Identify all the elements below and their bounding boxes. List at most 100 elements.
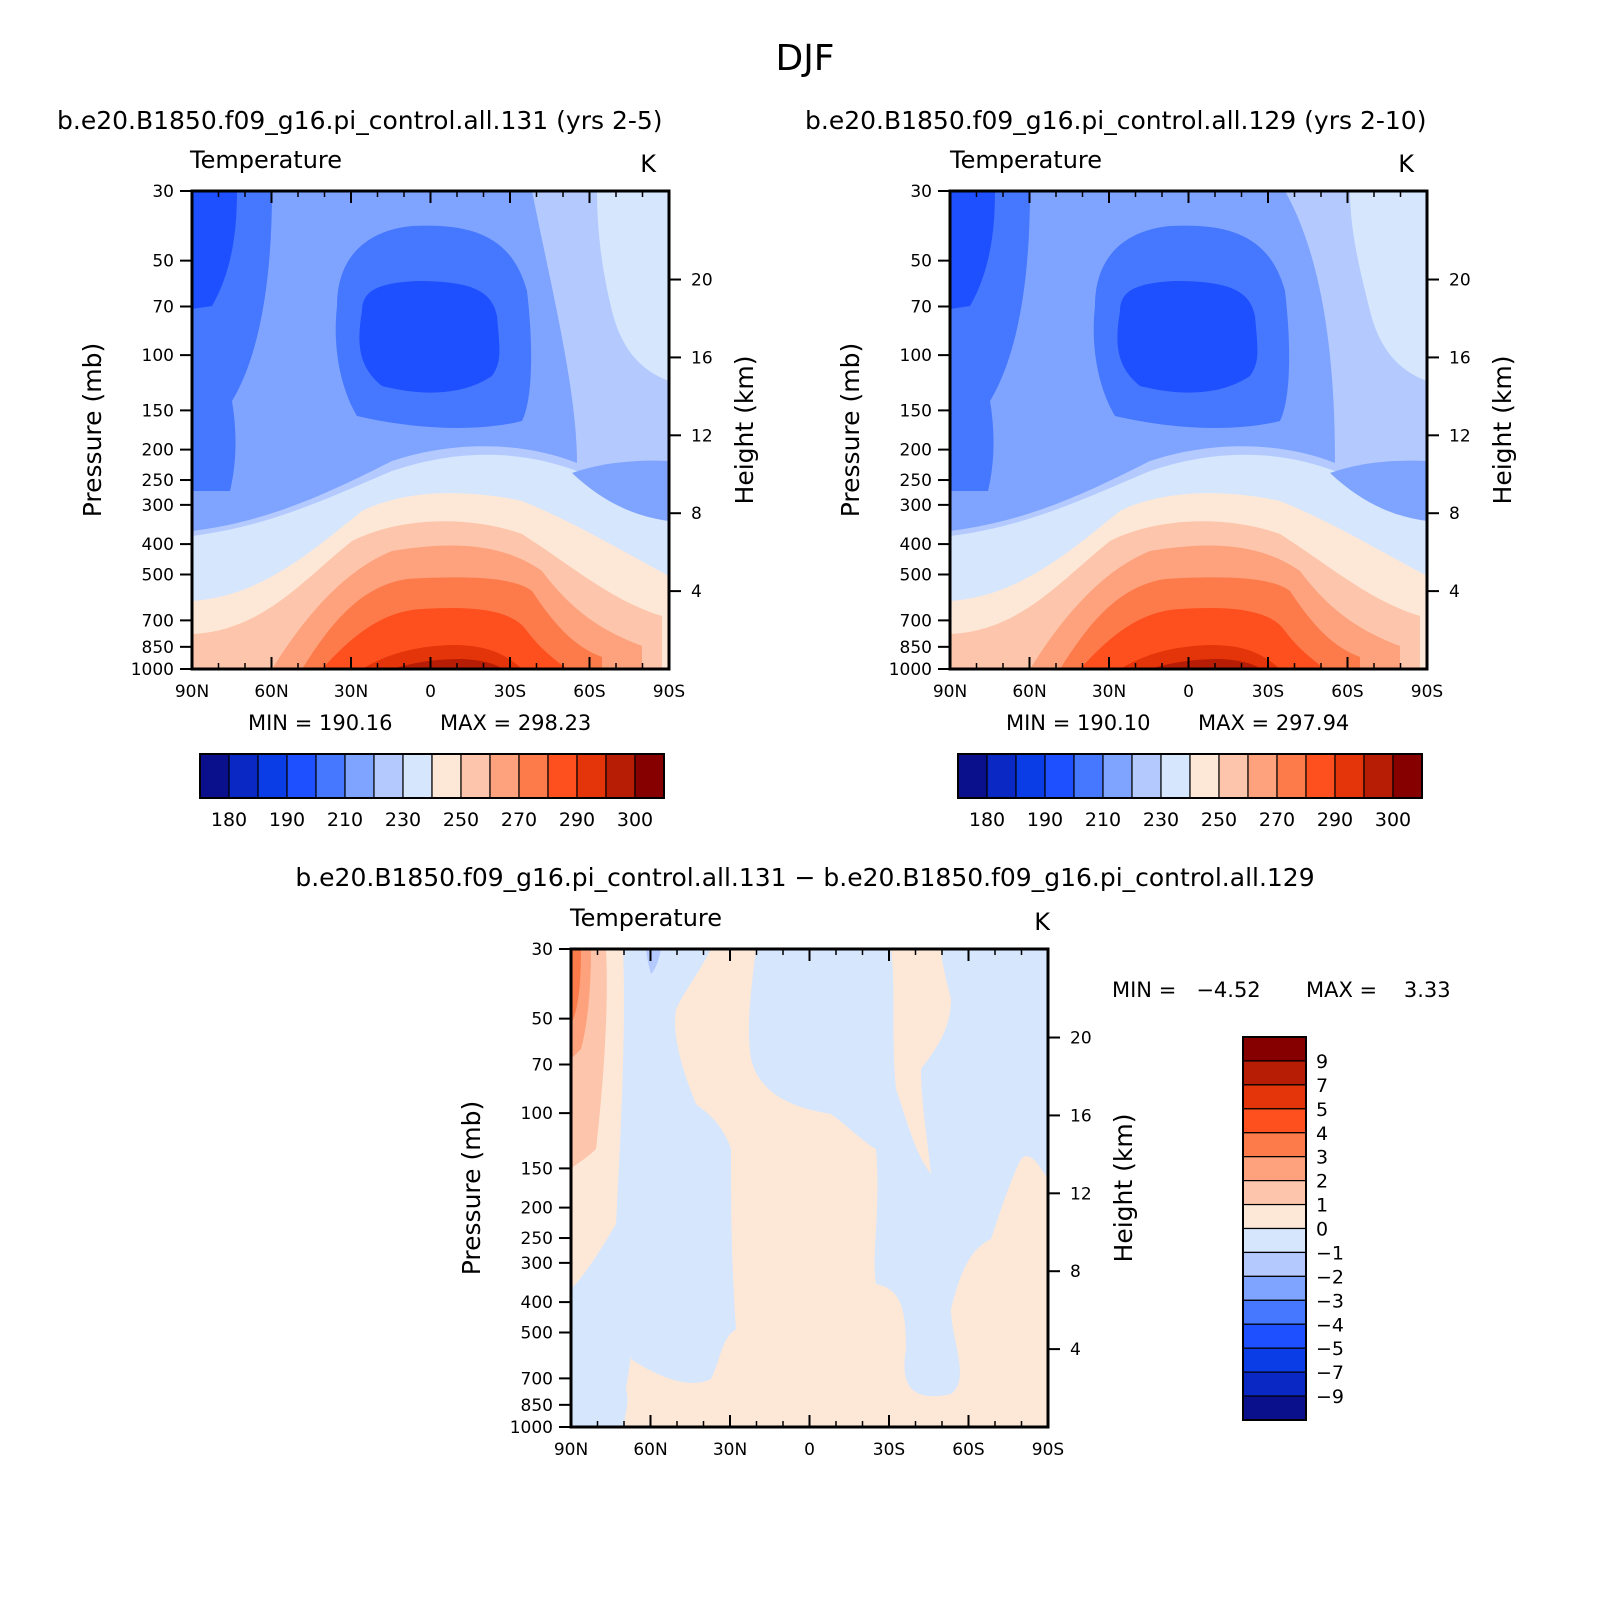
colorbar-swatch — [257, 753, 288, 799]
y-tick-label: 500 — [900, 566, 932, 586]
y-tick-label: 100 — [142, 346, 174, 366]
y-tick-label: 850 — [142, 638, 174, 658]
y-axis-label: Pressure (mb) — [457, 1101, 486, 1275]
variable-label: Temperature — [189, 146, 342, 174]
x-tick-label: 60S — [1331, 682, 1363, 702]
colorbar-swatch — [1242, 1036, 1307, 1062]
colorbar-swatch — [1242, 1060, 1307, 1086]
y-tick-label: 700 — [521, 1369, 553, 1389]
tick-marks: 90N 60N 30N 0 30S 60S 90S 30 50 70 100 150 200 250 300… — [510, 940, 1092, 1460]
level-band — [1350, 191, 1427, 381]
y-right-tick-label: 8 — [1070, 1262, 1081, 1282]
y-axis-label: Pressure (mb) — [836, 343, 865, 517]
colorbar-swatch — [547, 753, 578, 799]
level-band — [950, 191, 995, 309]
y-tick-label: 700 — [900, 611, 932, 631]
colorbar-swatch — [1242, 1203, 1307, 1230]
y-tick-label: 30 — [910, 182, 932, 202]
colorbar-label: 230 — [1143, 809, 1179, 831]
colorbar-swatch — [199, 753, 230, 799]
colorbar-swatch — [1276, 753, 1307, 799]
colorbar: 180 190 210 230 250 270 290 300 — [957, 753, 1423, 831]
max-label: MAX = 297.94 — [1198, 711, 1349, 735]
y-axis-label-right: Height (km) — [730, 356, 759, 505]
x-tick-label: 30S — [1252, 682, 1284, 702]
colorbar-swatch — [1073, 753, 1104, 799]
x-tick-label: 60N — [254, 682, 288, 702]
min-label: MIN = −4.52 — [1112, 978, 1261, 1002]
level-band — [597, 191, 669, 381]
x-tick-label: 60N — [633, 1440, 667, 1460]
colorbar-swatch — [286, 753, 317, 799]
colorbar-frame — [199, 753, 665, 799]
y-right-tick-label: 4 — [1449, 582, 1460, 602]
y-right-tick-label: 12 — [1070, 1184, 1092, 1204]
colorbar-label: 290 — [1317, 809, 1353, 831]
colorbar-label: 270 — [501, 809, 537, 831]
colorbar-swatch — [1242, 1108, 1307, 1134]
y-axis-label: Pressure (mb) — [78, 343, 107, 517]
colorbar-label: 290 — [559, 809, 595, 831]
colorbar-label: 4 — [1316, 1123, 1328, 1145]
y-right-tick-label: 12 — [691, 426, 713, 446]
colorbar-label: 300 — [1375, 809, 1411, 831]
colorbar-swatch — [1242, 1323, 1307, 1349]
level-band — [322, 608, 567, 669]
colorbar-swatch — [518, 753, 549, 799]
colorbar-swatch — [431, 753, 462, 799]
level-band — [572, 460, 669, 521]
x-tick-label: 60N — [1012, 682, 1046, 702]
x-tick-label: 90S — [1032, 1440, 1064, 1460]
min-label: MIN = 190.16 — [248, 711, 392, 735]
colorbar-label: −2 — [1316, 1266, 1344, 1288]
x-tick-label: 0 — [425, 682, 436, 702]
panel-title: b.e20.B1850.f09_g16.pi_control.all.131 (… — [57, 106, 663, 135]
level-band — [571, 949, 581, 1024]
colorbar-label: 250 — [443, 809, 479, 831]
y-tick-label: 150 — [900, 401, 932, 421]
contour-field — [950, 191, 1427, 669]
colorbar-swatch — [1015, 753, 1046, 799]
colorbar-label: 2 — [1316, 1171, 1328, 1193]
colorbar-frame — [957, 753, 1423, 799]
tick-marks: 90N 60N 30N 0 30S 60S 90S 30 50 70 100 150 200 250 300… — [889, 182, 1471, 702]
level-band — [624, 949, 1048, 1427]
colorbar-label: −3 — [1316, 1290, 1344, 1312]
colorbar-swatch — [1242, 1347, 1307, 1373]
x-tick-label: 60S — [573, 682, 605, 702]
y-tick-label: 250 — [521, 1229, 553, 1249]
y-right-tick-label: 8 — [1449, 504, 1460, 524]
y-tick-label: 100 — [900, 346, 932, 366]
y-tick-label: 150 — [521, 1159, 553, 1179]
variable-label: Temperature — [569, 904, 722, 932]
y-tick-label: 150 — [142, 401, 174, 421]
y-tick-label: 1000 — [510, 1418, 553, 1438]
figure-title: DJF — [775, 38, 834, 79]
y-tick-label: 400 — [900, 535, 932, 555]
y-tick-label: 50 — [152, 252, 174, 272]
colorbar-swatch — [402, 753, 433, 799]
colorbar-label: 190 — [1027, 809, 1063, 831]
units-label: K — [640, 150, 657, 178]
units-label: K — [1034, 908, 1051, 936]
level-band — [1117, 281, 1258, 393]
colorbar-swatch — [1242, 1299, 1307, 1325]
colorbar-swatch — [1242, 1395, 1307, 1421]
colorbar-swatch — [605, 753, 636, 799]
x-tick-label: 90N — [554, 1440, 588, 1460]
y-tick-label: 200 — [900, 441, 932, 461]
variable-label: Temperature — [949, 146, 1102, 174]
y-tick-label: 70 — [152, 298, 174, 318]
y-right-tick-label: 12 — [1449, 426, 1471, 446]
colorbar-swatch — [957, 753, 988, 799]
colorbar-label: 180 — [969, 809, 1005, 831]
y-tick-label: 30 — [531, 940, 553, 960]
colorbar-swatch — [489, 753, 520, 799]
colorbar: 180 190 210 230 250 270 290 300 — [199, 753, 665, 831]
y-tick-label: 70 — [910, 298, 932, 318]
colorbar-label: 230 — [385, 809, 421, 831]
colorbar-swatch — [1160, 753, 1191, 799]
y-tick-label: 50 — [531, 1010, 553, 1030]
colorbar-frame — [1242, 1036, 1307, 1421]
colorbar-swatch — [315, 753, 346, 799]
